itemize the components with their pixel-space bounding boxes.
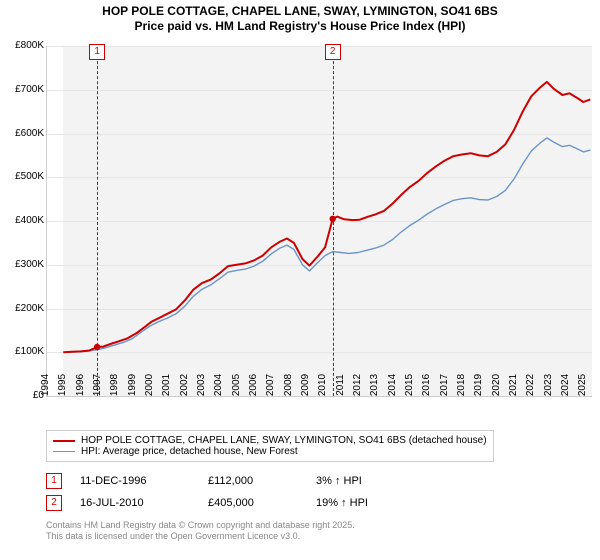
x-axis-label: 2014 — [387, 370, 398, 400]
legend-item-property: HOP POLE COTTAGE, CHAPEL LANE, SWAY, LYM… — [53, 435, 487, 446]
x-axis-label: 2020 — [491, 370, 502, 400]
sales-row-price: £405,000 — [208, 497, 298, 509]
x-axis-label: 2015 — [404, 370, 415, 400]
y-axis-label: £800K — [0, 40, 44, 51]
x-axis-label: 2011 — [335, 370, 346, 400]
sale-marker-box: 2 — [325, 44, 341, 60]
legend: HOP POLE COTTAGE, CHAPEL LANE, SWAY, LYM… — [46, 430, 494, 462]
x-axis-label: 1994 — [40, 370, 51, 400]
x-axis-label: 2019 — [473, 370, 484, 400]
sales-row-delta: 3% ↑ HPI — [316, 475, 426, 487]
y-axis-label: £200K — [0, 303, 44, 314]
x-axis-label: 2005 — [231, 370, 242, 400]
legend-item-hpi: HPI: Average price, detached house, New … — [53, 446, 487, 457]
x-axis-label: 2018 — [456, 370, 467, 400]
x-axis-label: 2017 — [439, 370, 450, 400]
x-axis-label: 2006 — [248, 370, 259, 400]
sales-row-date: 16-JUL-2010 — [80, 497, 190, 509]
x-axis-label: 2023 — [543, 370, 554, 400]
x-axis-label: 1998 — [109, 370, 120, 400]
x-axis-label: 2008 — [283, 370, 294, 400]
x-axis-label: 1999 — [127, 370, 138, 400]
y-axis-label: £300K — [0, 259, 44, 270]
footer-line2: This data is licensed under the Open Gov… — [46, 531, 355, 542]
x-axis-label: 2004 — [213, 370, 224, 400]
chart-container: { "title": { "line1": "HOP POLE COTTAGE,… — [0, 0, 600, 560]
series-svg — [46, 46, 592, 396]
x-axis-label: 2013 — [369, 370, 380, 400]
x-axis-label: 1996 — [75, 370, 86, 400]
sales-table: 1 11-DEC-1996 £112,000 3% ↑ HPI 2 16-JUL-2010… — [46, 470, 426, 514]
footer-attribution: Contains HM Land Registry data © Crown c… — [46, 520, 355, 543]
series-line-hpi — [63, 138, 590, 352]
sales-row: 2 16-JUL-2010 £405,000 19% ↑ HPI — [46, 492, 426, 514]
legend-swatch-property — [53, 440, 75, 442]
x-axis-label: 2009 — [300, 370, 311, 400]
y-axis-label: £0 — [0, 390, 44, 401]
x-axis-label: 2022 — [525, 370, 536, 400]
sale-marker-box: 1 — [89, 44, 105, 60]
x-axis-label: 2007 — [265, 370, 276, 400]
footer-line1: Contains HM Land Registry data © Crown c… — [46, 520, 355, 531]
sale-marker-dot — [330, 216, 336, 222]
sales-row-marker: 1 — [46, 473, 62, 489]
y-axis-label: £100K — [0, 346, 44, 357]
plot-area — [46, 46, 592, 396]
x-axis-label: 1997 — [92, 370, 103, 400]
y-axis-label: £600K — [0, 128, 44, 139]
sales-row-date: 11-DEC-1996 — [80, 475, 190, 487]
sales-row-price: £112,000 — [208, 475, 298, 487]
chart-title: HOP POLE COTTAGE, CHAPEL LANE, SWAY, LYM… — [0, 4, 600, 34]
x-axis-label: 2002 — [179, 370, 190, 400]
y-axis-label: £400K — [0, 215, 44, 226]
title-line2: Price paid vs. HM Land Registry's House … — [0, 19, 600, 34]
sale-marker-dot — [94, 344, 100, 350]
x-axis-label: 2016 — [421, 370, 432, 400]
x-axis-label: 2012 — [352, 370, 363, 400]
x-axis-label: 2024 — [560, 370, 571, 400]
title-line1: HOP POLE COTTAGE, CHAPEL LANE, SWAY, LYM… — [0, 4, 600, 19]
y-axis-label: £700K — [0, 84, 44, 95]
series-line-property — [63, 82, 590, 352]
sales-row-marker: 2 — [46, 495, 62, 511]
y-axis-label: £500K — [0, 171, 44, 182]
legend-label-hpi: HPI: Average price, detached house, New … — [81, 446, 298, 457]
x-axis-label: 2000 — [144, 370, 155, 400]
x-axis-label: 2010 — [317, 370, 328, 400]
x-axis-label: 2021 — [508, 370, 519, 400]
x-axis-label: 2001 — [161, 370, 172, 400]
x-axis-label: 2003 — [196, 370, 207, 400]
sales-row: 1 11-DEC-1996 £112,000 3% ↑ HPI — [46, 470, 426, 492]
legend-swatch-hpi — [53, 451, 75, 452]
sales-row-delta: 19% ↑ HPI — [316, 497, 426, 509]
legend-label-property: HOP POLE COTTAGE, CHAPEL LANE, SWAY, LYM… — [81, 435, 487, 446]
x-axis-label: 2025 — [577, 370, 588, 400]
x-axis-label: 1995 — [57, 370, 68, 400]
